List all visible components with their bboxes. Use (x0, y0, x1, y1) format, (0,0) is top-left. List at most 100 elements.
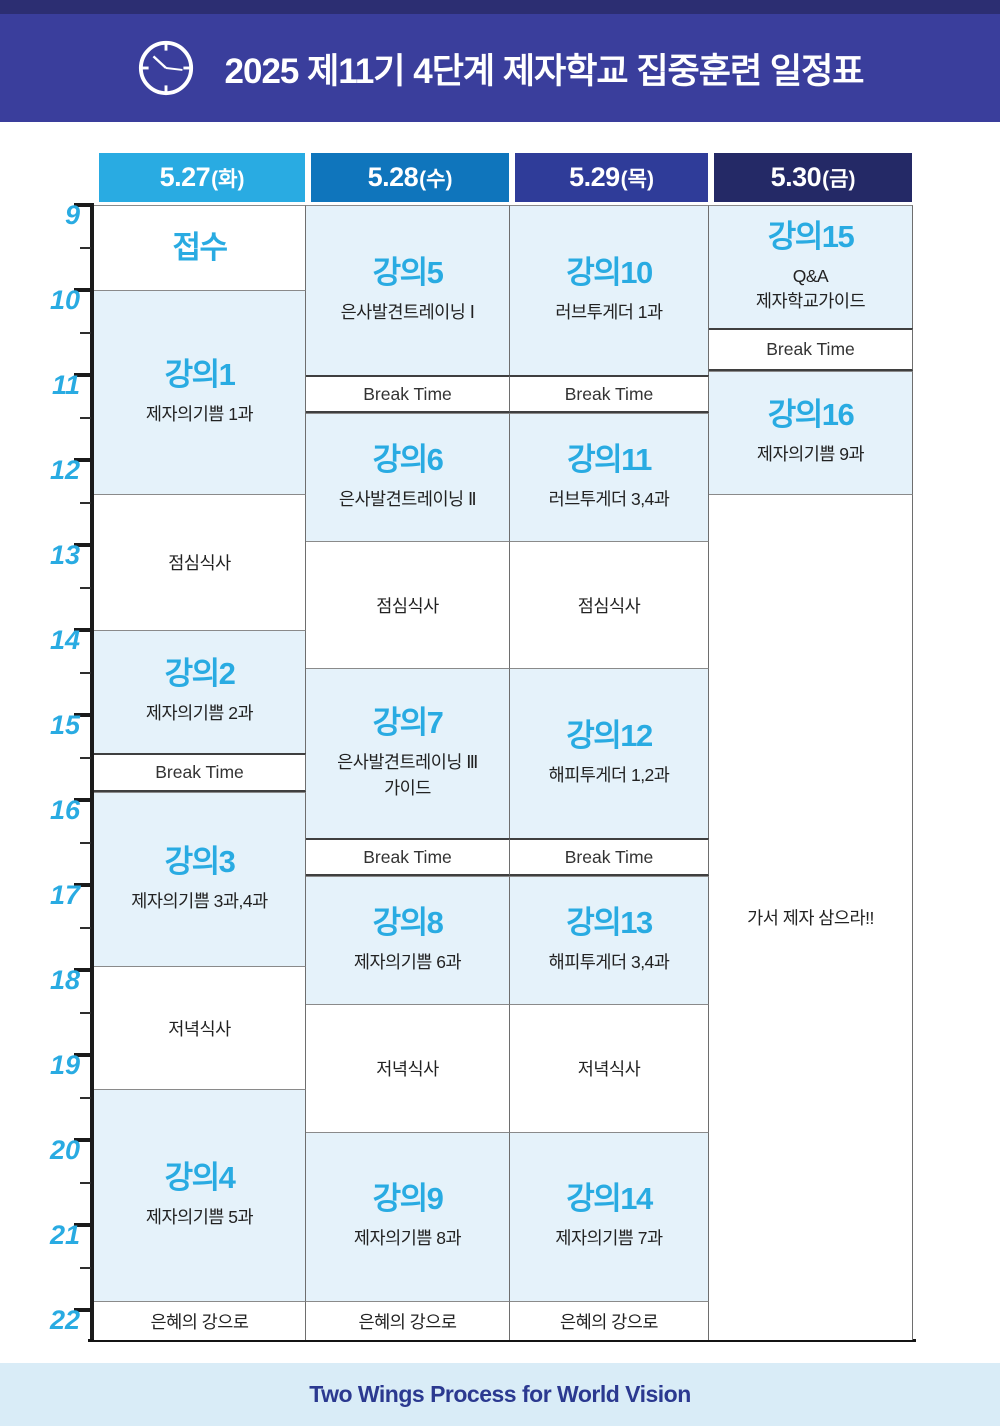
lecture-title: 강의2 (164, 656, 236, 692)
lecture-subtitle: 은사발견트레이닝 Ⅱ (338, 487, 477, 512)
lecture-subtitle: 제자의기쁨 2과 (145, 701, 254, 726)
lecture-subtitle-line: 제자의기쁨 2과 (145, 703, 254, 724)
lecture-title: 강의8 (372, 904, 444, 940)
hour-tick (74, 203, 91, 207)
lecture-cell: 강의13 해피투게더 3,4과 (510, 876, 709, 1004)
lecture-cell: 강의10 러브투게더 1과 (510, 205, 709, 375)
meal-cell: 은혜의 강으로 (94, 1301, 306, 1340)
hour-label: 18 (49, 965, 80, 995)
hour-tick (74, 458, 91, 462)
footer-banner: Two Wings Process for World Vision (0, 1363, 1000, 1426)
lecture-subtitle: 러브투게더 3,4과 (549, 487, 670, 512)
lecture-subtitle-line: 은사발견트레이닝 Ⅲ (337, 752, 478, 773)
lecture-title: 강의15 (767, 218, 855, 254)
cell-label: Break Time (766, 339, 855, 359)
break-cell: Break Time (94, 753, 306, 792)
column-date: 5.27 (159, 162, 211, 192)
half-hour-tick (80, 1182, 91, 1184)
cell-label: 은혜의 강으로 (150, 1311, 249, 1332)
cell-label: Break Time (564, 846, 654, 867)
cell-label: 은혜의 강으로 (560, 1311, 658, 1332)
lecture-cell: 강의3 제자의기쁨 3과,4과 (94, 792, 306, 966)
lecture-subtitle-line: 해피투게더 3,4과 (548, 951, 670, 972)
hour-tick (74, 1138, 91, 1142)
lecture-subtitle: 제자의기쁨 9과 (757, 442, 865, 467)
lecture-subtitle: 제자의기쁨 7과 (555, 1226, 663, 1251)
clock-icon (138, 40, 193, 96)
lecture-subtitle-line: 러브투게더 1과 (555, 301, 663, 322)
meal-cell: 저녁식사 (510, 1004, 709, 1132)
lecture-title: 강의7 (372, 705, 444, 741)
half-hour-tick (80, 842, 91, 844)
half-hour-tick (80, 332, 91, 334)
half-hour-tick (80, 1267, 91, 1269)
cell-label: 점심식사 (376, 595, 439, 616)
column-header: 5.29 (목) (515, 153, 708, 202)
lecture-subtitle: 제자의기쁨 5과 (145, 1205, 254, 1230)
lecture-title: 강의13 (566, 904, 653, 940)
lecture-title: 강의9 (372, 1181, 444, 1217)
hour-label: 16 (49, 795, 80, 825)
hour-tick (74, 798, 91, 802)
lecture-subtitle: 제자의기쁨 8과 (353, 1226, 462, 1251)
half-hour-tick (80, 247, 91, 249)
meal-cell: 점심식사 (306, 541, 510, 668)
cell-label: 저녁식사 (168, 1018, 231, 1039)
hour-label: 15 (49, 710, 80, 740)
lecture-subtitle-line: 제자학교가이드 (755, 291, 866, 312)
meal-cell: 은혜의 강으로 (306, 1301, 510, 1340)
header-banner: 2025 제11기 4단계 제자학교 집중훈련 일정표 (0, 14, 1000, 122)
lecture-subtitle-line: Q&A (792, 265, 829, 286)
cell-label: 저녁식사 (577, 1059, 641, 1079)
hour-label: 17 (49, 880, 80, 910)
lecture-cell: 강의16 제자의기쁨 9과 (709, 371, 913, 494)
lecture-cell: 강의2 제자의기쁨 2과 (94, 630, 306, 753)
lecture-cell: 강의6 은사발견트레이닝 Ⅱ (306, 413, 510, 541)
lecture-subtitle: 러브투게더 1과 (555, 300, 663, 325)
meal-cell: 은혜의 강으로 (510, 1301, 709, 1340)
break-cell: Break Time (306, 375, 510, 413)
break-cell: Break Time (306, 838, 510, 876)
lecture-subtitle: 제자의기쁨 3과,4과 (131, 889, 268, 914)
lecture-subtitle-line: 제자의기쁨 3과,4과 (131, 890, 268, 911)
page-title: 2025 제11기 4단계 제자학교 집중훈련 일정표 (224, 51, 865, 91)
cell-label: 저녁식사 (376, 1059, 439, 1079)
lecture-subtitle-line: 해피투게더 1,2과 (548, 764, 670, 785)
lecture-subtitle-line: 제자의기쁨 8과 (353, 1228, 462, 1249)
hour-label: 21 (49, 1220, 80, 1250)
column-date: 5.30 (770, 162, 822, 192)
column-header: 5.28 (수) (311, 153, 509, 202)
lecture-subtitle: 해피투게더 3,4과 (549, 950, 670, 975)
lecture-subtitle-line: 제자의기쁨 1과 (145, 403, 254, 424)
half-hour-tick (80, 672, 91, 674)
lecture-subtitle: 해피투게더 1,2과 (549, 763, 670, 788)
hour-label: 12 (49, 455, 80, 485)
lecture-cell: 강의12 해피투게더 1,2과 (510, 668, 709, 838)
column-day: (수) (419, 167, 453, 191)
lecture-title: 강의4 (164, 1159, 236, 1195)
lecture-subtitle-line: 은사발견트레이닝 Ⅰ (340, 301, 475, 322)
hour-tick (74, 373, 91, 377)
lecture-cell: 강의11 러브투게더 3,4과 (510, 413, 709, 541)
lecture-cell: 강의4 제자의기쁨 5과 (94, 1089, 306, 1301)
lecture-title: 강의3 (164, 843, 236, 879)
column-date: 5.28 (367, 162, 419, 192)
hour-tick (74, 1053, 91, 1057)
lecture-title: 강의10 (566, 254, 653, 290)
lecture-subtitle: 제자의기쁨 6과 (354, 950, 462, 975)
hour-label: 19 (49, 1050, 80, 1080)
lecture-title: 강의5 (372, 254, 444, 290)
column-header: 5.27 (화) (99, 153, 305, 202)
half-hour-tick (80, 417, 91, 419)
lecture-subtitle-line: 제자의기쁨 5과 (145, 1206, 254, 1227)
hour-label: 20 (49, 1135, 80, 1165)
top-strip (0, 0, 1000, 14)
cell-label: 가서 제자 삼으라!! (747, 908, 874, 928)
lecture-subtitle-line: 은사발견트레이닝 Ⅱ (338, 488, 477, 509)
hour-label: 9 (64, 200, 80, 230)
meal-cell: 저녁식사 (306, 1004, 510, 1132)
cell-label: 점심식사 (168, 553, 231, 573)
table-bottom-border (88, 1339, 916, 1342)
hour-tick (74, 543, 91, 547)
